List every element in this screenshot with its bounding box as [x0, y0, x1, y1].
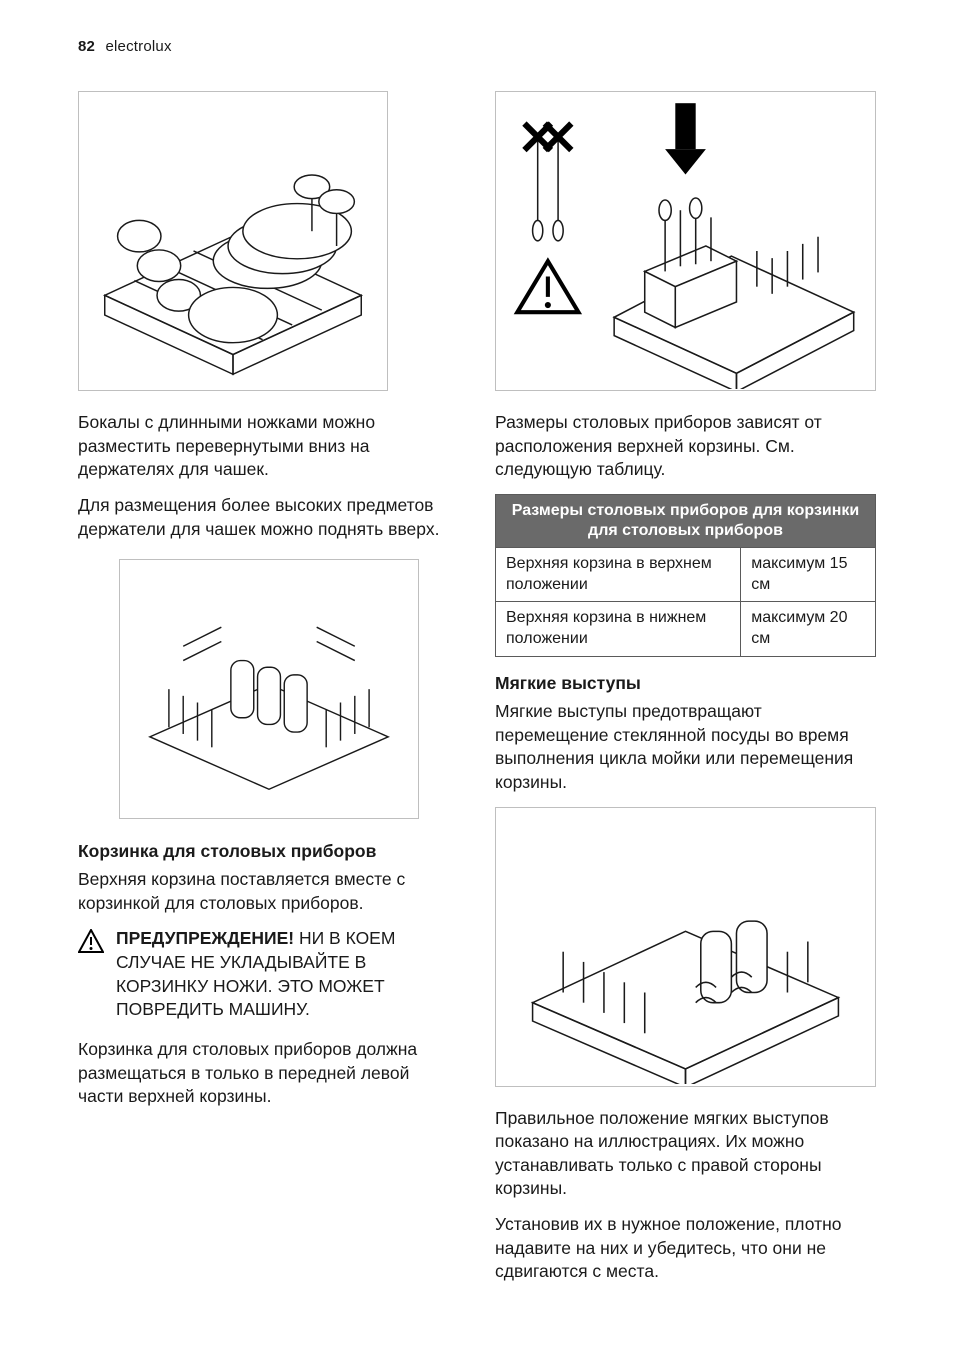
page-header: 82 electrolux	[78, 38, 876, 55]
arrow-down-icon	[665, 103, 706, 174]
illustration-cup-holders-raised	[119, 559, 419, 819]
knives-crossed-icon	[524, 124, 571, 241]
table-header: Размеры столовых приборов для корзинки д…	[496, 494, 876, 547]
brand-name: electrolux	[105, 38, 171, 55]
table-cell-max: максимум 15 см	[741, 547, 876, 602]
warning-icon	[517, 261, 578, 312]
warning-box: ПРЕДУПРЕЖДЕНИЕ! НИ В КОЕМ СЛУЧАЕ НЕ УКЛА…	[78, 927, 459, 1022]
warning-icon	[78, 929, 104, 953]
warning-label: ПРЕДУПРЕЖДЕНИЕ!	[116, 928, 294, 948]
illustration-cutlery-basket-placement	[495, 91, 876, 391]
illustration-upper-basket-loaded	[78, 91, 388, 391]
paragraph: Мягкие выступы предотвращают перемещение…	[495, 700, 876, 795]
heading-soft-spikes: Мягкие выступы	[495, 673, 876, 694]
heading-cutlery-basket: Корзинка для столовых приборов	[78, 841, 459, 862]
paragraph: Верхняя корзина поставляется вместе с ко…	[78, 868, 459, 915]
left-column: Бокалы с длинными ножками можно размести…	[78, 83, 459, 1296]
warning-text: ПРЕДУПРЕЖДЕНИЕ! НИ В КОЕМ СЛУЧАЕ НЕ УКЛА…	[116, 927, 459, 1022]
table-row: Верхняя корзина в нижнем положении макси…	[496, 602, 876, 657]
illustration-soft-spikes	[495, 807, 876, 1087]
paragraph: Для размещения более высоких предметов д…	[78, 494, 459, 541]
cutlery-size-table: Размеры столовых приборов для корзинки д…	[495, 494, 876, 657]
paragraph: Корзинка для столовых приборов должна ра…	[78, 1038, 459, 1109]
paragraph: Бокалы с длинными ножками можно размести…	[78, 411, 459, 482]
two-column-layout: Бокалы с длинными ножками можно размести…	[78, 83, 876, 1296]
paragraph: Размеры столовых приборов зависят от рас…	[495, 411, 876, 482]
page-number: 82	[78, 38, 95, 55]
right-column: Размеры столовых приборов зависят от рас…	[495, 83, 876, 1296]
table-cell-position: Верхняя корзина в нижнем положении	[496, 602, 741, 657]
table-row: Верхняя корзина в верхнем положении макс…	[496, 547, 876, 602]
table-cell-max: максимум 20 см	[741, 602, 876, 657]
paragraph: Правильное положение мягких выступов пок…	[495, 1107, 876, 1202]
table-cell-position: Верхняя корзина в верхнем положении	[496, 547, 741, 602]
paragraph: Установив их в нужное положение, плотно …	[495, 1213, 876, 1284]
manual-page: 82 electrolux	[0, 0, 954, 1356]
